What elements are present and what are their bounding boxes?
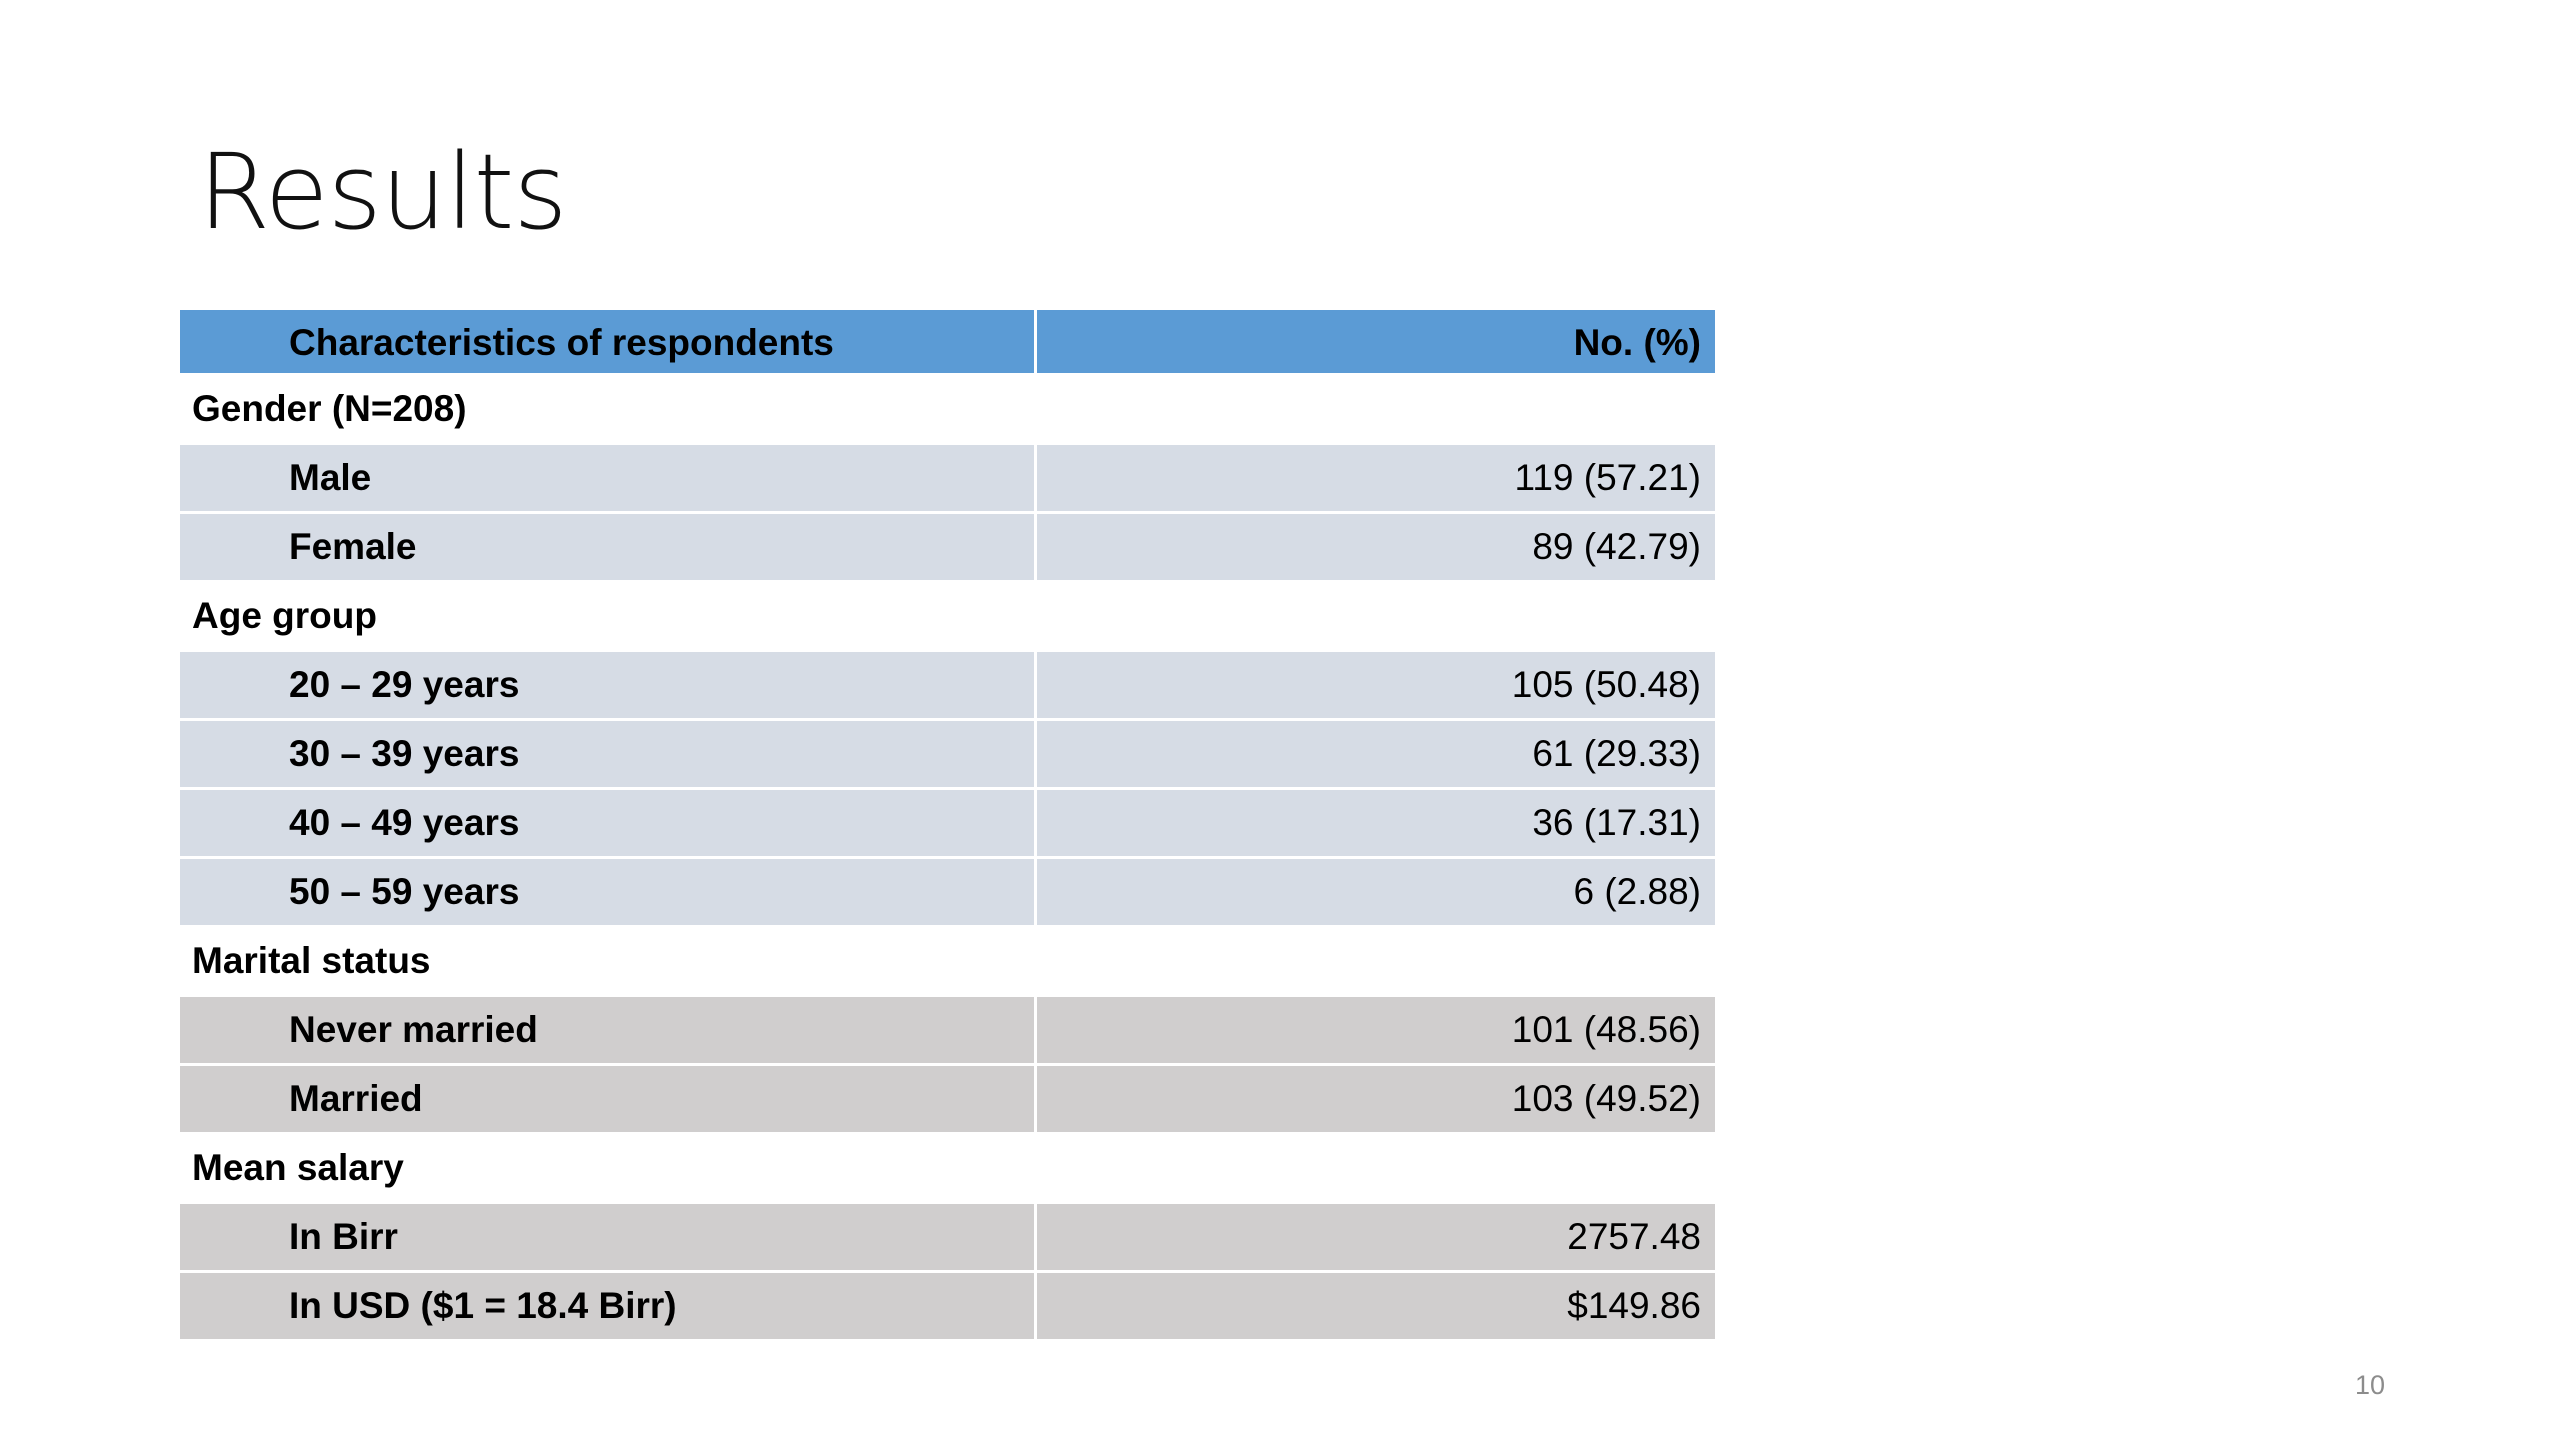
header-value: No. (%) <box>1573 322 1701 363</box>
row-label: Male <box>180 445 1037 511</box>
row-label: 50 – 59 years <box>180 859 1037 925</box>
section-header-marital-status: Marital status <box>180 928 1715 997</box>
row-value: 6 (2.88) <box>1573 871 1701 912</box>
table-row: Married 103 (49.52) <box>180 1066 1715 1135</box>
row-value: $149.86 <box>1567 1285 1701 1326</box>
section-header-age-group: Age group <box>180 583 1715 652</box>
row-label: Married <box>180 1066 1037 1132</box>
table-row: 50 – 59 years 6 (2.88) <box>180 859 1715 928</box>
row-value: 61 (29.33) <box>1532 733 1701 774</box>
row-label: 40 – 49 years <box>180 790 1037 856</box>
table-row: 30 – 39 years 61 (29.33) <box>180 721 1715 790</box>
row-value: 105 (50.48) <box>1511 664 1701 705</box>
table-row: 40 – 49 years 36 (17.31) <box>180 790 1715 859</box>
table-row: Female 89 (42.79) <box>180 514 1715 583</box>
table-row: Male 119 (57.21) <box>180 445 1715 514</box>
table-row: Never married 101 (48.56) <box>180 997 1715 1066</box>
table-row: 20 – 29 years 105 (50.48) <box>180 652 1715 721</box>
section-label: Gender (N=208) <box>192 388 467 429</box>
section-label: Age group <box>192 595 377 636</box>
row-value: 89 (42.79) <box>1532 526 1701 567</box>
table-row: In Birr 2757.48 <box>180 1204 1715 1273</box>
row-label: In Birr <box>180 1204 1037 1270</box>
section-header-gender: Gender (N=208) <box>180 376 1715 445</box>
row-value: 101 (48.56) <box>1511 1009 1701 1050</box>
table-row: In USD ($1 = 18.4 Birr) $149.86 <box>180 1273 1715 1342</box>
row-label: Never married <box>180 997 1037 1063</box>
row-label: 20 – 29 years <box>180 652 1037 718</box>
row-label: In USD ($1 = 18.4 Birr) <box>180 1273 1037 1339</box>
table-header-row: Characteristics of respondents No. (%) <box>180 310 1715 376</box>
page-number: 10 <box>2355 1370 2386 1400</box>
section-label: Mean salary <box>192 1147 404 1188</box>
row-label: 30 – 39 years <box>180 721 1037 787</box>
row-value: 119 (57.21) <box>1514 457 1702 498</box>
row-value: 36 (17.31) <box>1532 802 1701 843</box>
row-label: Female <box>180 514 1037 580</box>
section-label: Marital status <box>192 940 431 981</box>
slide-title: Results <box>198 131 568 253</box>
row-value: 2757.48 <box>1567 1216 1701 1257</box>
results-table: Characteristics of respondents No. (%) G… <box>180 310 1715 1342</box>
section-header-mean-salary: Mean salary <box>180 1135 1715 1204</box>
row-value: 103 (49.52) <box>1511 1078 1701 1119</box>
header-characteristics: Characteristics of respondents <box>180 310 1037 373</box>
